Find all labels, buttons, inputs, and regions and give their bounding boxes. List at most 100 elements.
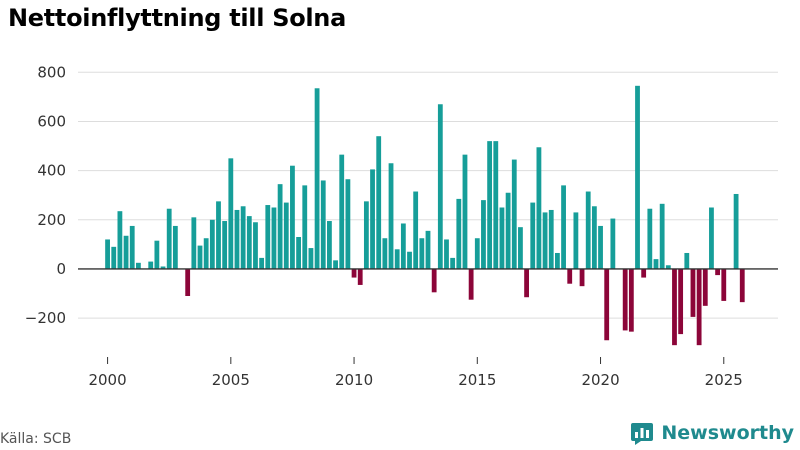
brand-name: Newsworthy	[661, 422, 794, 444]
bars	[105, 85, 745, 346]
bar	[437, 104, 443, 269]
bar	[628, 268, 634, 332]
bar	[431, 268, 437, 293]
bar	[172, 225, 178, 269]
bar	[240, 206, 246, 269]
bar	[203, 238, 209, 269]
bar	[647, 208, 653, 269]
bar	[339, 154, 345, 269]
bar	[653, 259, 659, 269]
bar	[129, 225, 135, 269]
bar	[709, 207, 714, 269]
bar	[259, 257, 265, 269]
bar	[450, 257, 456, 269]
bar	[277, 184, 283, 269]
bar	[283, 202, 289, 269]
bar	[222, 221, 228, 269]
bar	[228, 158, 234, 269]
bar	[585, 191, 591, 269]
y-tick-label: −200	[25, 309, 66, 327]
bar	[696, 268, 702, 346]
source-note: Källa: SCB	[0, 431, 72, 447]
bar	[524, 268, 529, 298]
newsworthy-logo-icon	[631, 423, 654, 445]
x-tick-label: 2025	[705, 371, 743, 389]
bar	[246, 216, 252, 269]
bar	[493, 141, 499, 269]
bar	[265, 205, 271, 269]
brand-logo[interactable]: Newsworthy	[629, 420, 794, 446]
bar	[715, 268, 721, 276]
bar	[105, 239, 110, 269]
bar	[419, 238, 425, 269]
bar	[684, 252, 690, 269]
y-tick-label: 800	[37, 63, 66, 81]
bar	[678, 268, 684, 335]
bar	[185, 268, 191, 296]
bar	[123, 235, 129, 269]
x-tick-label: 2010	[335, 371, 373, 389]
bar	[462, 154, 468, 269]
bar	[209, 219, 215, 269]
bar	[314, 88, 320, 269]
bar	[135, 262, 141, 269]
bar	[166, 208, 172, 269]
bar	[659, 203, 665, 269]
bar	[351, 268, 357, 278]
x-tick-label: 2015	[458, 371, 496, 389]
bar	[148, 261, 154, 269]
bar	[413, 191, 419, 269]
bar	[388, 163, 394, 269]
bar	[721, 268, 727, 301]
bar	[610, 218, 616, 269]
bar	[474, 238, 480, 269]
bar	[579, 268, 585, 287]
bar	[345, 179, 351, 269]
bar	[505, 192, 511, 269]
bar	[635, 85, 640, 269]
bar	[382, 238, 388, 269]
bar	[702, 268, 708, 306]
bar	[591, 206, 597, 269]
bar	[598, 225, 603, 269]
bar	[111, 246, 117, 269]
bar	[363, 201, 369, 269]
bar	[622, 268, 628, 331]
bar	[271, 207, 277, 269]
bar	[154, 240, 160, 269]
y-axis-labels: −200 0 200 400 600 800	[25, 63, 66, 327]
bar	[160, 266, 166, 269]
y-tick-label: 600	[37, 112, 66, 130]
bar	[487, 141, 493, 269]
bar	[191, 217, 197, 269]
bar	[327, 221, 332, 269]
x-tick-label: 2005	[212, 371, 250, 389]
bar	[357, 268, 363, 285]
bar	[739, 268, 745, 303]
bar	[604, 268, 610, 341]
bar	[296, 237, 302, 269]
bar	[542, 212, 548, 269]
bar	[234, 209, 240, 269]
bar	[672, 268, 677, 346]
bar	[290, 165, 295, 269]
bar	[665, 265, 671, 269]
bar	[733, 193, 739, 269]
bar	[456, 198, 462, 269]
x-tick-label: 2000	[88, 371, 126, 389]
chart-title: Nettoinflyttning till Solna	[8, 4, 346, 32]
bar	[370, 169, 375, 269]
bar	[376, 136, 382, 269]
x-axis: 2000 2005 2010 2015 2020 2025	[88, 357, 743, 389]
bar	[536, 147, 542, 269]
y-tick-label: 200	[37, 211, 66, 229]
bar	[641, 268, 647, 278]
bar	[394, 249, 400, 269]
bar	[425, 230, 431, 269]
bar	[481, 200, 486, 269]
bar	[117, 211, 123, 269]
bar	[302, 185, 308, 269]
bar	[468, 268, 474, 300]
x-tick-label: 2020	[581, 371, 619, 389]
